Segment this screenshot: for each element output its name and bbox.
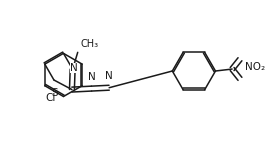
Text: N: N [105,71,113,81]
Text: CH₃: CH₃ [81,39,99,49]
Text: N: N [70,63,78,73]
Text: N: N [88,72,95,82]
Text: Cl: Cl [45,94,56,104]
Text: NO₂: NO₂ [245,62,265,72]
Text: S: S [52,88,58,98]
